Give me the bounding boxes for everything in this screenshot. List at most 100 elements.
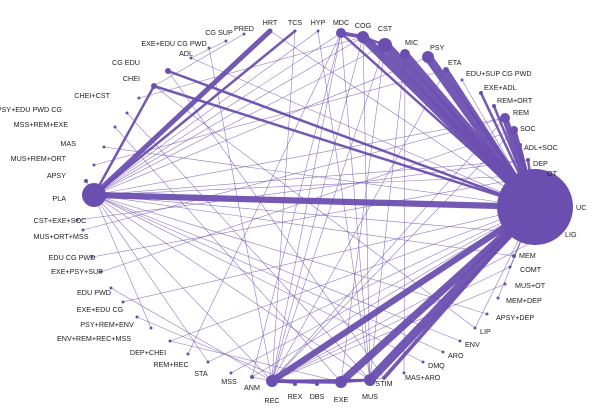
edge-pla-to-hyp — [93, 30, 319, 196]
node-uc — [497, 169, 573, 245]
node-mem — [512, 254, 516, 258]
edge-pla-to-sta — [93, 194, 209, 363]
node-label-psy-rem-env: PSY+REM+ENV — [80, 320, 134, 329]
node-apsy-dep — [485, 312, 489, 316]
node-anm — [250, 375, 254, 379]
node-label-apsy: APSY — [47, 171, 66, 180]
edge-pla-to-mus — [93, 194, 371, 381]
node-label-stim: STIM — [375, 379, 392, 388]
node-label-adl: ADL — [179, 49, 193, 58]
node-mas — [102, 145, 106, 149]
node-label-rex: REX — [288, 392, 303, 401]
node-edu-cg-pwd — [90, 255, 94, 259]
node-lig — [541, 231, 549, 239]
edge-hyp-to-mus — [317, 30, 371, 381]
node-label-adl-soc: ADL+SOC — [524, 143, 558, 152]
node-env — [458, 339, 462, 343]
node-dmq — [421, 360, 425, 364]
node-psy-edu-pwd-cg — [125, 111, 129, 115]
node-label-mem-dep: MEM+DEP — [506, 296, 542, 305]
edge-env-to-pla — [93, 194, 461, 342]
node-label-hyp: HYP — [311, 18, 326, 27]
edge-anm-to-uc — [251, 206, 536, 378]
node-label-anm: ANM — [244, 383, 260, 392]
node-dbs — [315, 382, 319, 386]
node-label-psy-edu-pwd-cg: PSY+EDU PWD CG — [0, 105, 62, 114]
node-label-tcs: TCS — [288, 18, 303, 27]
node-label-cst: CST — [378, 24, 393, 33]
node-aro — [441, 350, 445, 354]
edge-mdc-to-rec — [271, 32, 342, 382]
edge-aro-to-pla — [93, 194, 444, 353]
node-label-cg-edu: CG EDU — [112, 58, 140, 67]
node-rem-rec — [186, 352, 190, 356]
node-cst — [378, 38, 392, 52]
node-label-mus: MUS — [362, 392, 378, 401]
node-psy — [422, 51, 434, 63]
edge-exe-to-stim — [340, 377, 385, 383]
node-adl — [189, 56, 193, 60]
node-mss — [229, 371, 233, 375]
edge-uc-to-exe-edu-cg — [122, 206, 536, 303]
edge-dep-chei-to-exe — [169, 340, 342, 383]
node-label-mas-aro: MAS+ARO — [405, 373, 441, 382]
edge-exe-edu-cg-pwd-to-rec — [208, 47, 273, 382]
node-label-mss: MSS — [221, 377, 237, 386]
edge-soc-to-rec — [271, 129, 515, 382]
node-label-env: ENV — [465, 340, 480, 349]
edge-uc-to-dep-chei — [169, 206, 536, 342]
node-label-exe-psy-sup: EXE+PSY+SUP — [51, 267, 103, 276]
node-exe-adl — [479, 91, 483, 95]
node-layer — [75, 28, 573, 388]
node-hyp — [316, 29, 320, 33]
node-label-mus-ort-mss: MUS+ORT+MSS — [34, 232, 89, 241]
edge-pla-to-dep — [93, 159, 529, 196]
edge-pred-to-chei — [153, 33, 245, 87]
node-label-eta: ETA — [448, 58, 462, 67]
edge-eta-to-rec — [271, 69, 447, 382]
node-label-ot: OT — [547, 169, 558, 178]
node-hrt — [268, 29, 272, 33]
node-env-rem-rec-mss — [149, 326, 153, 330]
edge-psy-to-pla — [93, 56, 429, 196]
edge-tcs-to-rec — [271, 30, 296, 382]
edge-sta-to-uc — [207, 206, 536, 363]
edge-edu-cg-pwd-to-ot — [91, 174, 541, 258]
node-stim — [382, 376, 386, 380]
edge-cg-sup-to-adl — [190, 40, 227, 59]
edge-uc-to-rec — [268, 203, 539, 385]
edge-cst-exe-soc-to-dep — [76, 159, 529, 221]
node-label-cst-exe-soc: CST+EXE+SOC — [34, 216, 87, 225]
edge-pla-to-rec — [93, 194, 273, 382]
edge-mss-to-uc — [230, 206, 536, 374]
node-label-aro: ARO — [448, 351, 464, 360]
edge-mss-rem-exe-to-exe — [114, 126, 342, 383]
edge-mus-ot-to-rec — [271, 283, 506, 382]
node-label-dep-chei: DEP+CHEI — [130, 348, 166, 357]
node-pred — [242, 32, 246, 36]
edge-lig-to-rec — [271, 234, 546, 382]
node-label-rem-rec: REM+REC — [153, 360, 188, 369]
node-rex — [293, 382, 297, 386]
node-mus-ort-mss — [81, 228, 85, 232]
edge-pla-to-tcs — [92, 29, 297, 197]
edge-uc-to-mdc — [339, 31, 537, 209]
node-label-dmq: DMQ — [428, 361, 445, 370]
edge-uc-to-chei — [152, 84, 537, 209]
node-label-cog: COG — [355, 21, 372, 30]
node-lip — [473, 326, 477, 330]
edge-edu-pwd-to-rec — [110, 287, 273, 382]
node-rem — [500, 113, 510, 123]
node-apsy — [84, 179, 88, 183]
node-label-exe-edu-cg-pwd: EXE+EDU CG PWD — [141, 39, 206, 48]
edge-mus-rem-ort-to-eta — [93, 69, 447, 166]
node-cog — [357, 31, 369, 43]
node-label-hrt: HRT — [263, 18, 278, 27]
node-label-rem-ort: REM+ORT — [497, 96, 533, 105]
node-tcs — [293, 29, 297, 33]
edge-comt-to-rec — [271, 266, 511, 382]
node-mus-rem-ort — [92, 163, 96, 167]
edge-mas-aro-to-mic — [403, 53, 406, 374]
node-mem-dep — [496, 296, 500, 300]
node-label-apsy-dep: APSY+DEP — [496, 313, 534, 322]
